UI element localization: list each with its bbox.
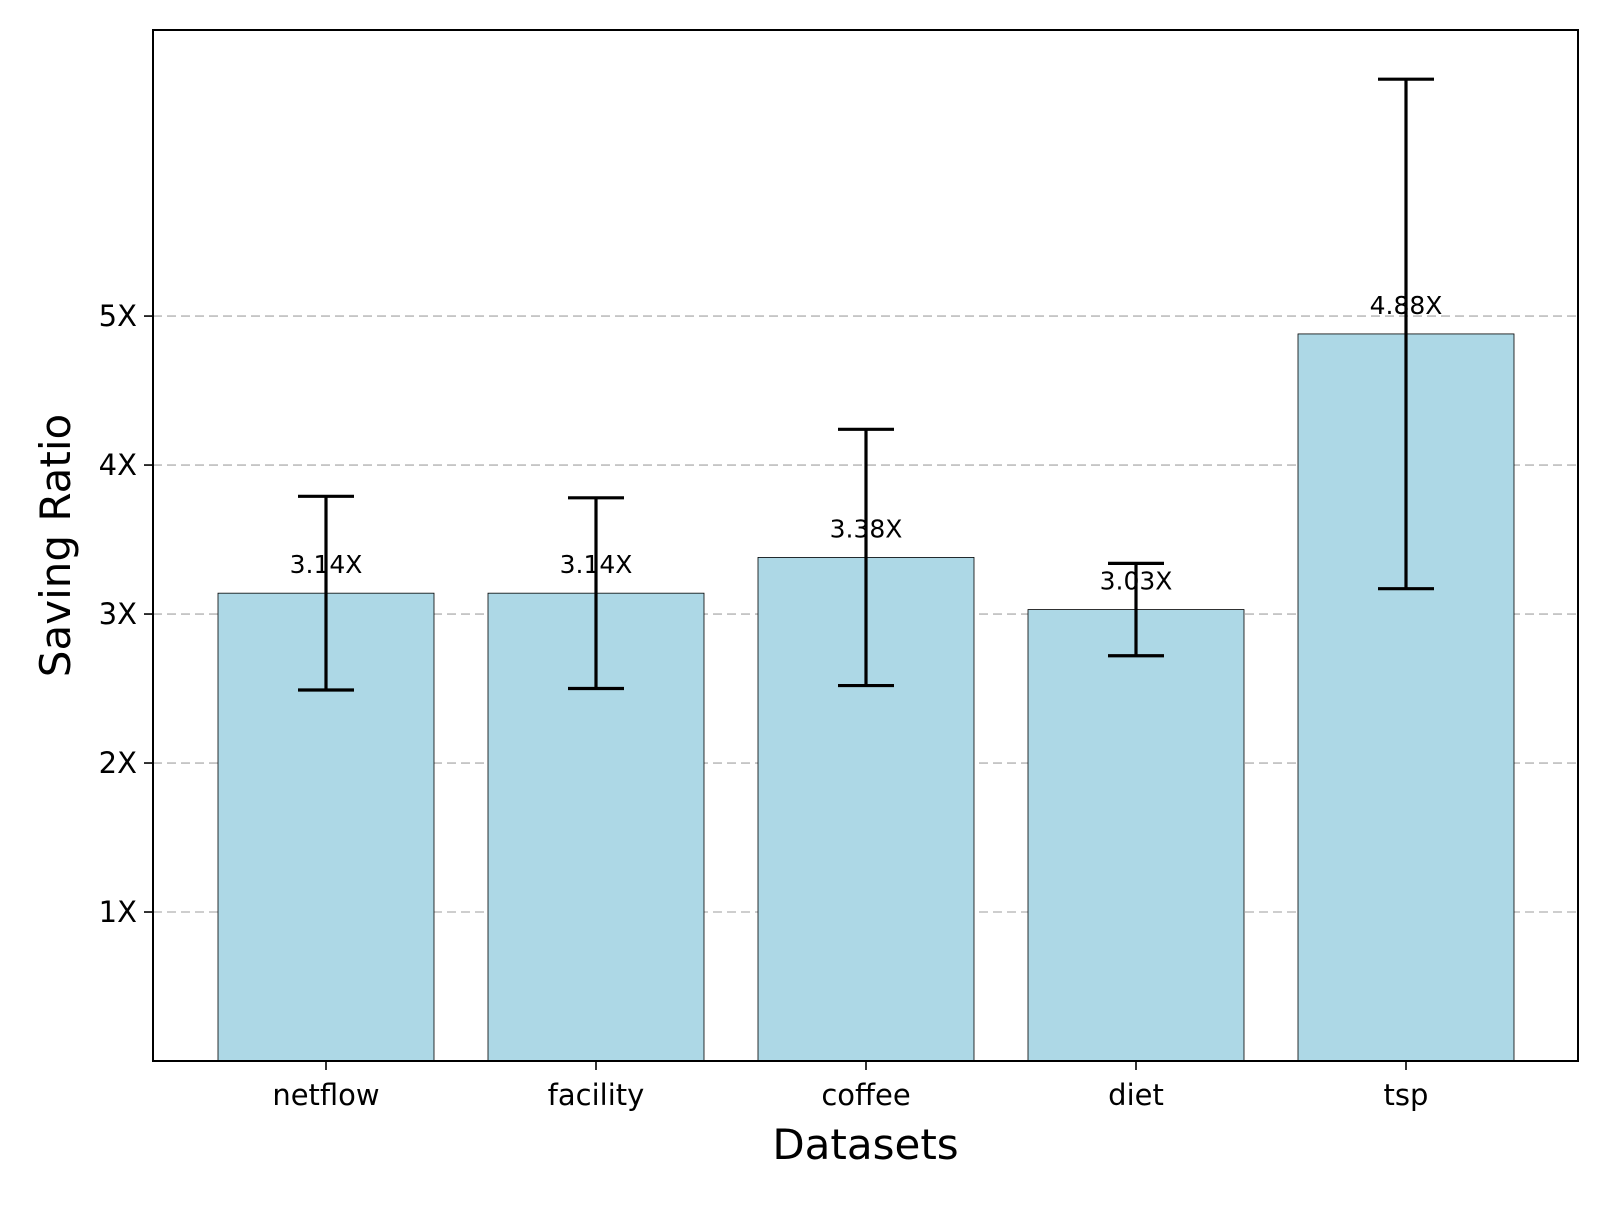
bar-diet xyxy=(1027,609,1245,1062)
bar-value-label: 3.38X xyxy=(830,514,903,543)
x-axis-label: Datasets xyxy=(772,1120,958,1169)
x-tick-label: tsp xyxy=(1384,1078,1429,1112)
tick-layer: 1X 2X 3X 4X 5X netflow facility coffee diet tsp xyxy=(99,299,1429,1112)
bar-value-label: 3.14X xyxy=(560,550,633,579)
bar-label-layer: 3.14X 3.14X 3.38X 3.03X 4.88X xyxy=(290,291,1443,596)
y-tick-label: 2X xyxy=(99,746,137,780)
x-tick-label: diet xyxy=(1108,1078,1164,1112)
x-tick-label: facility xyxy=(548,1078,645,1112)
x-tick-label: netflow xyxy=(272,1078,379,1112)
bar-value-label: 4.88X xyxy=(1370,291,1443,320)
y-axis-label: Saving Ratio xyxy=(31,414,80,677)
x-tick-label: coffee xyxy=(821,1078,910,1112)
y-tick-label: 5X xyxy=(99,299,137,333)
bar-value-label: 3.03X xyxy=(1100,567,1173,596)
bar-value-label: 3.14X xyxy=(290,550,363,579)
y-tick-label: 1X xyxy=(99,895,137,929)
y-tick-label: 4X xyxy=(99,448,137,482)
y-tick-label: 3X xyxy=(99,597,137,631)
error-bar-layer xyxy=(298,77,1434,692)
